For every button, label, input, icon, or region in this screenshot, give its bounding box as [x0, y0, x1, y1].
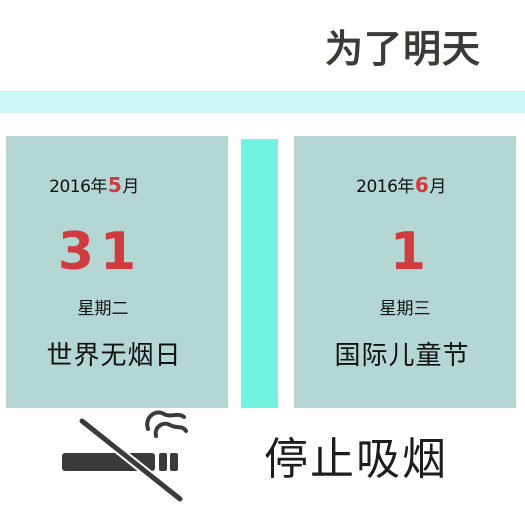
stop-smoking-slogan: 停止吸烟 [264, 434, 448, 485]
day-number: 1 [389, 222, 433, 282]
weekday-label: 星期三 [379, 299, 431, 319]
month-label: 2016年6月 [290, 174, 512, 198]
event-name: 世界无烟日 [46, 341, 182, 371]
month-number: 6 [414, 173, 429, 197]
card-divider [241, 139, 278, 408]
top-stripe [0, 91, 525, 113]
month-suffix: 月 [429, 177, 446, 197]
event-name: 国际儿童节 [334, 341, 470, 371]
calendar-card-may: 2016年5月 31 星期二 世界无烟日 [6, 136, 228, 408]
month-prefix: 2016年 [356, 177, 414, 197]
month-suffix: 月 [122, 177, 139, 197]
day-number: 31 [57, 222, 143, 282]
calendar-card-june: 2016年6月 1 星期三 国际儿童节 [294, 136, 516, 408]
no-smoking-icon [62, 410, 188, 503]
month-label: 2016年5月 [0, 174, 205, 198]
month-number: 5 [107, 173, 122, 197]
page-title: 为了明天 [324, 27, 481, 71]
month-prefix: 2016年 [49, 177, 107, 197]
weekday-label: 星期二 [77, 299, 129, 319]
